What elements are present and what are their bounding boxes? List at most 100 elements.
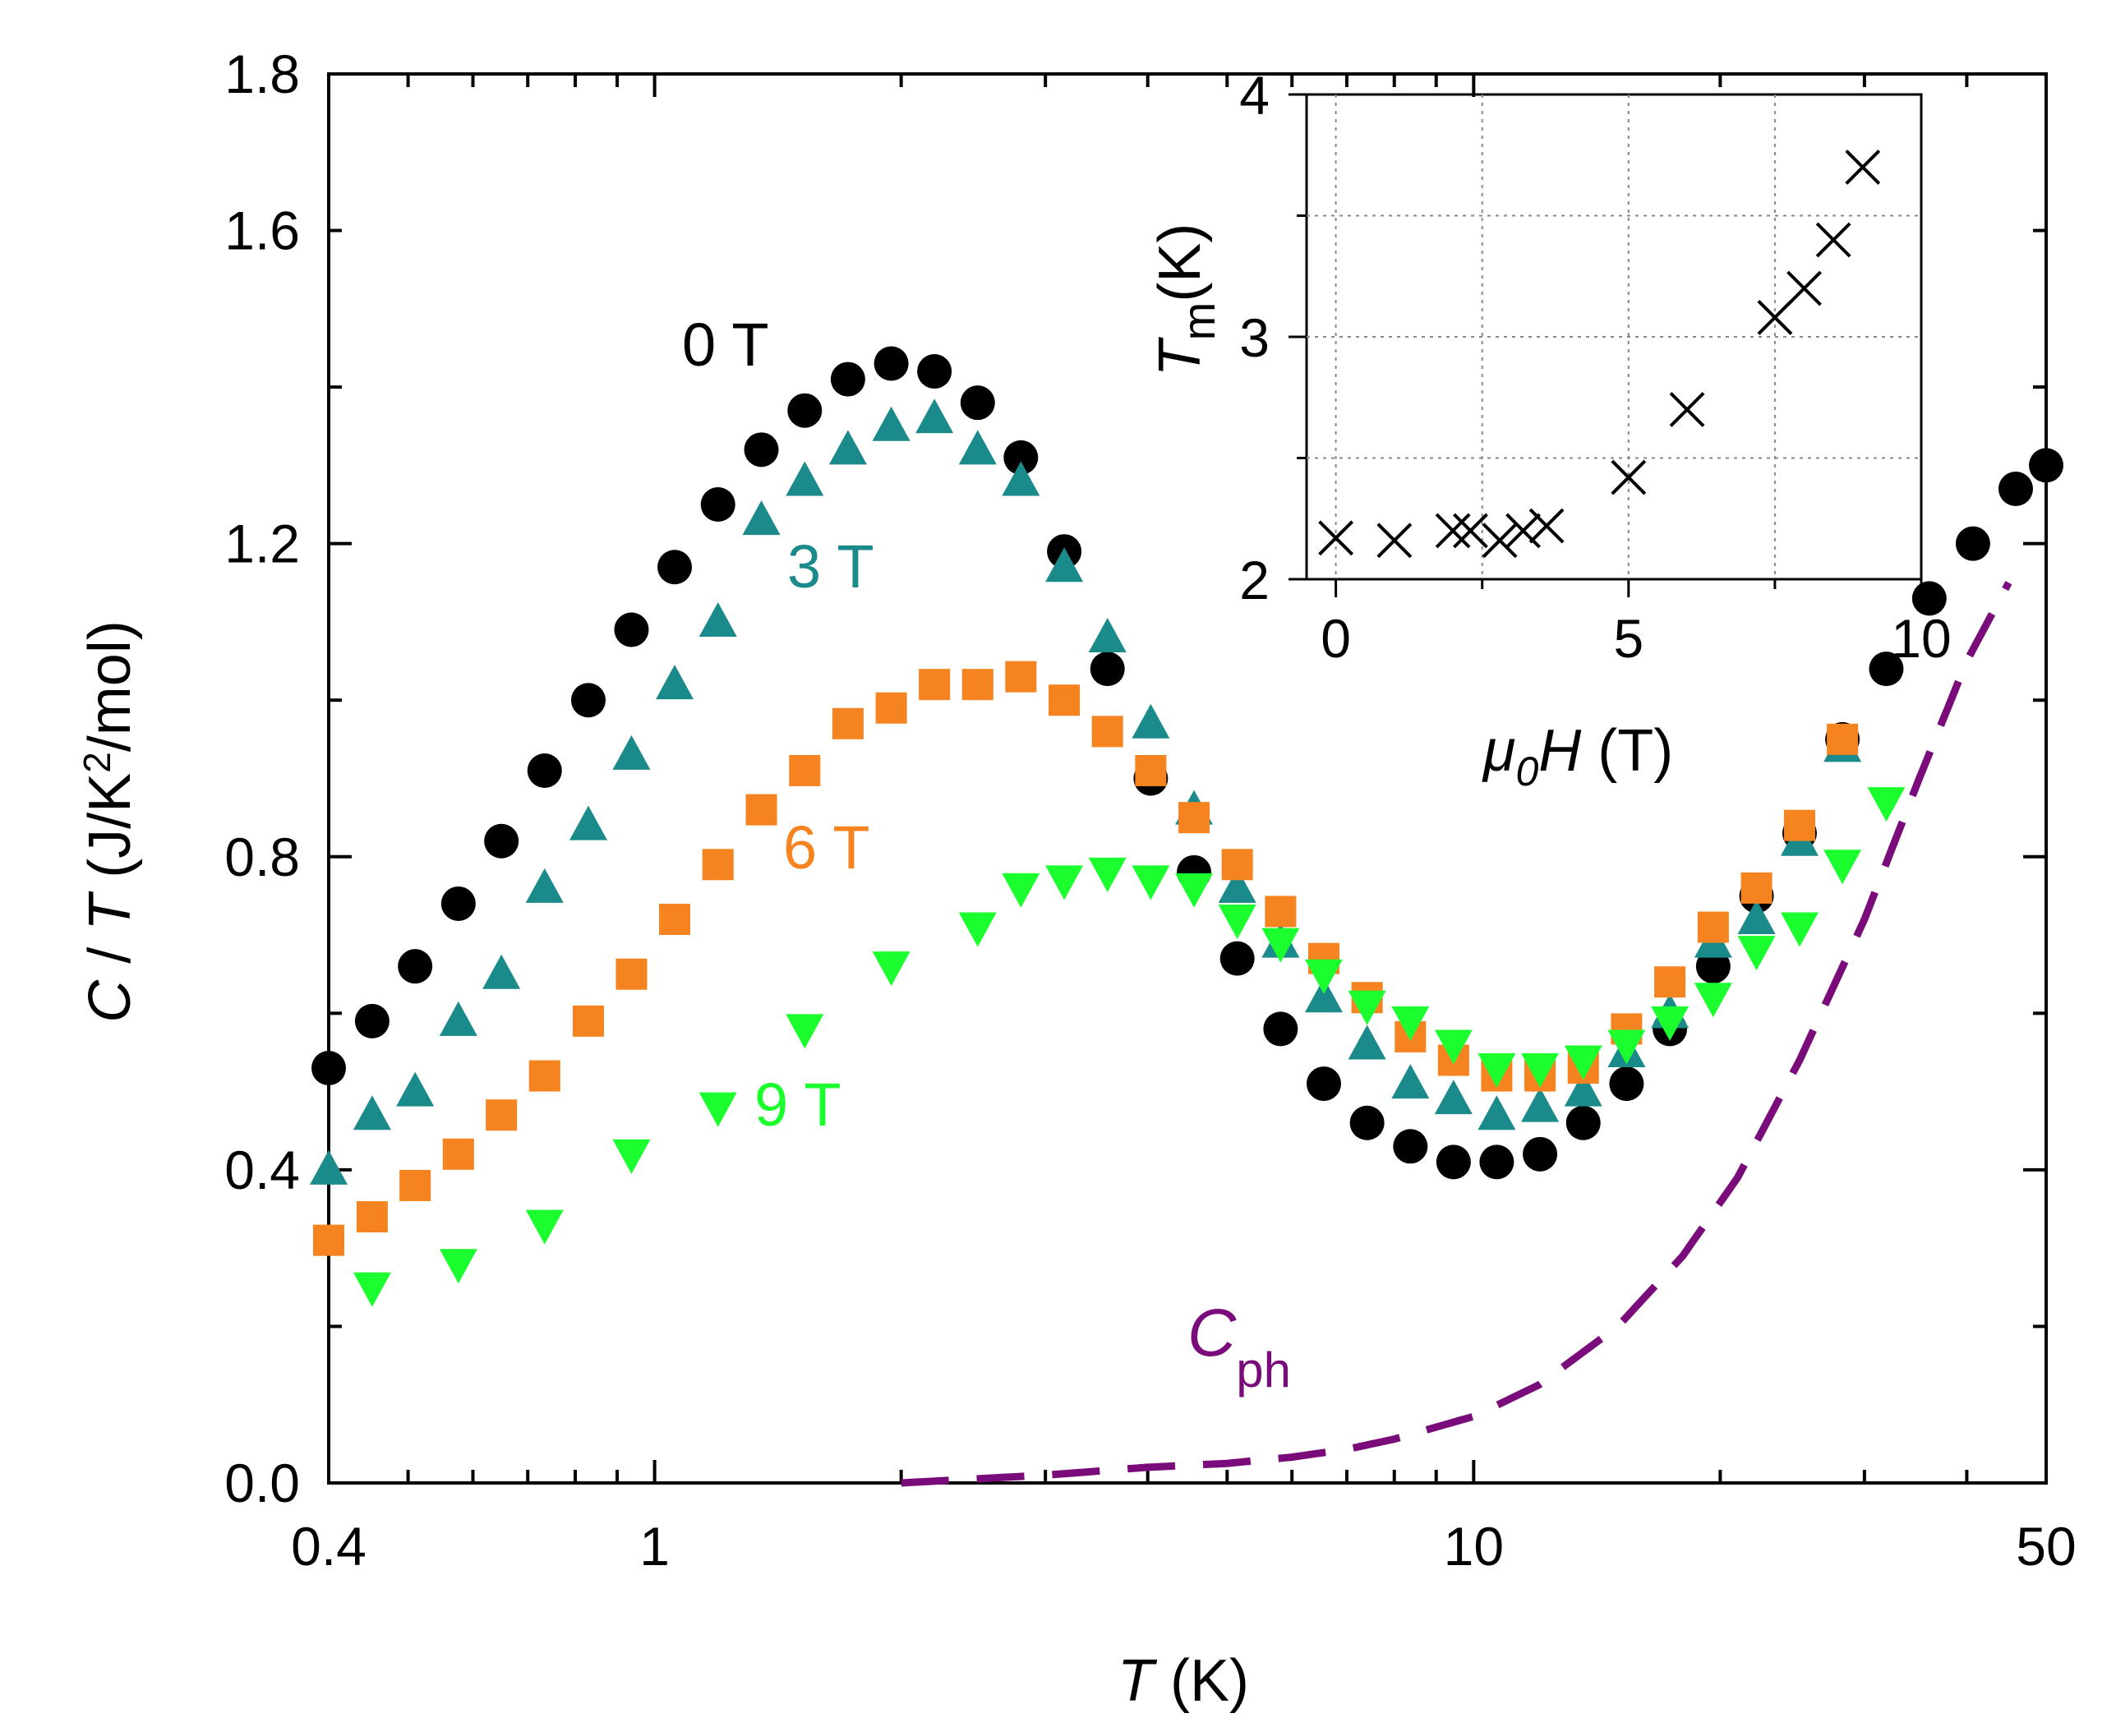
point-3t: [872, 406, 910, 441]
point-0t: [960, 385, 995, 421]
point-3t: [1088, 618, 1127, 652]
point-6t: [875, 692, 907, 724]
point-9t: [958, 912, 997, 947]
point-3t: [439, 1001, 477, 1036]
point-9t: [1564, 1045, 1602, 1080]
point-0t: [1955, 526, 1990, 561]
inset-x-stroke: [1318, 520, 1354, 556]
point-9t: [1823, 850, 1862, 885]
y-axis-title: C / T (J/K2/mol): [76, 620, 143, 1023]
point-9t: [872, 951, 910, 987]
point-6t: [442, 1138, 474, 1170]
inset-x-stroke: [1757, 299, 1793, 335]
point-6t: [659, 904, 691, 935]
point-9t: [525, 1209, 564, 1245]
point-6t: [745, 794, 777, 826]
inset-x-stroke: [1786, 270, 1822, 306]
point-3t: [1434, 1080, 1473, 1115]
x-tick-label: 50: [2016, 1516, 2076, 1577]
cph-dashed-line: [901, 581, 2012, 1487]
point-9t: [1088, 857, 1127, 892]
inset-point-tm: [1435, 513, 1471, 549]
point-9t: [786, 1014, 824, 1049]
point-3t: [742, 500, 781, 536]
point-9t: [1478, 1053, 1516, 1089]
inset-point-tm: [1845, 150, 1881, 185]
main-plot-frame: [327, 72, 2048, 1485]
point-6t: [1654, 966, 1686, 998]
inset-point-tm: [1318, 520, 1354, 556]
y-tick-label: 1.8: [224, 44, 300, 104]
point-3t: [656, 665, 694, 700]
inset-y-tick-label: 3: [1239, 307, 1270, 368]
point-0t: [1869, 652, 1904, 687]
point-3t: [786, 461, 824, 496]
point-0t: [830, 361, 865, 397]
point-0t: [440, 886, 476, 921]
label-9t: 9 T: [754, 1071, 841, 1139]
inset-point-tm: [1528, 508, 1565, 544]
point-6t: [572, 1005, 604, 1037]
point-0t: [614, 612, 649, 647]
point-0t: [1306, 1066, 1341, 1102]
y-tick-label: 1.2: [224, 513, 300, 574]
inset-point-tm: [1815, 222, 1851, 258]
point-0t: [874, 346, 909, 381]
inset-x-stroke: [1453, 513, 1488, 549]
point-3t: [1132, 703, 1170, 739]
inset-y-axis-title: Tm(K): [1147, 223, 1224, 377]
y-tick-label: 0.8: [224, 827, 300, 887]
label-cph: Cph: [1187, 1296, 1291, 1398]
point-0t: [917, 354, 952, 389]
point-6t: [702, 849, 734, 881]
x-axis-title: T (K): [1118, 1648, 1249, 1714]
inset-point-tm: [1786, 270, 1822, 306]
point-3t: [396, 1071, 435, 1107]
point-0t: [787, 393, 823, 428]
point-0t: [527, 753, 562, 788]
inset-tick-labels: 2 3 4 0 5 10: [1239, 65, 1951, 669]
point-6t: [1135, 754, 1167, 786]
point-0t: [484, 823, 519, 859]
point-9t: [1348, 990, 1386, 1025]
point-0t: [311, 1051, 346, 1086]
y-tick-label: 0.4: [224, 1140, 300, 1200]
point-3t: [1564, 1071, 1602, 1107]
point-9t: [1132, 865, 1170, 900]
point-0t: [1349, 1105, 1385, 1140]
point-9t: [1304, 959, 1343, 994]
point-3t: [1348, 1025, 1386, 1060]
point-0t: [1565, 1105, 1601, 1140]
point-3t: [525, 868, 564, 903]
inset-x-tick-label: 0: [1321, 608, 1351, 669]
inset-point-tm: [1453, 513, 1488, 549]
inset-x-stroke: [1376, 523, 1413, 559]
point-6t: [1783, 809, 1815, 841]
main-tick-labels: 0.00.40.81.21.61.80.4 1 10 50: [224, 44, 2076, 1577]
point-9t: [1045, 865, 1084, 900]
point-0t: [1998, 471, 2033, 506]
point-0t: [1393, 1129, 1428, 1164]
point-0t: [1523, 1136, 1558, 1172]
point-9t: [1867, 787, 1906, 822]
point-6t: [1740, 872, 1773, 904]
point-0t: [1695, 949, 1731, 984]
point-9t: [1607, 1029, 1646, 1065]
inset-point-tm: [1669, 392, 1705, 427]
point-6t: [1697, 911, 1729, 943]
x-tick-label: 10: [1444, 1516, 1504, 1577]
point-6t: [961, 669, 993, 701]
point-6t: [1049, 684, 1081, 716]
point-9t: [1651, 1006, 1690, 1041]
point-3t: [1478, 1095, 1516, 1130]
x-tick-label: 1: [639, 1516, 670, 1577]
point-0t: [2029, 448, 2063, 483]
point-9t: [353, 1272, 391, 1307]
point-9t: [439, 1249, 477, 1284]
point-3t: [1002, 461, 1040, 496]
point-6t: [399, 1169, 431, 1201]
point-3t: [1304, 978, 1343, 1013]
inset-y-tick-label: 2: [1239, 550, 1270, 610]
point-0t: [1090, 652, 1125, 687]
